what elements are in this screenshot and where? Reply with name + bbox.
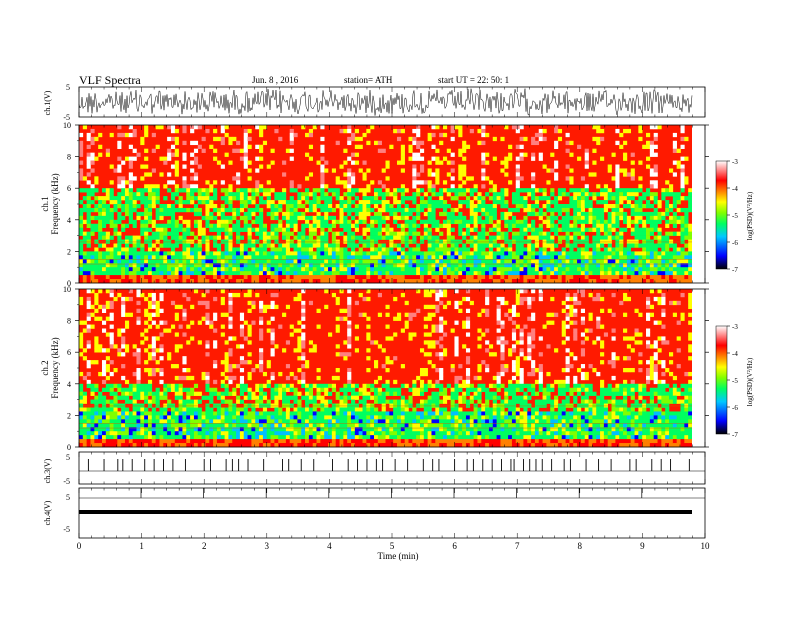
x-tick-label: 7 [515, 541, 520, 551]
ch3-ytick-bottom: -5 [63, 477, 70, 486]
ch3-ytick-top: 5 [66, 453, 70, 462]
x-tick-label: 1 [139, 541, 144, 551]
colorbar-tick-label: -4 [732, 350, 738, 358]
x-tick-label: 8 [578, 541, 583, 551]
ch4-ylabel: ch.4(V) [43, 500, 52, 525]
x-tick-label: 2 [202, 541, 207, 551]
header-station: station= ATH [344, 75, 393, 85]
ch4-waveform-panel: 5 -5 ch.4(V) [43, 488, 705, 538]
colorbar-tick-label: -4 [732, 185, 738, 193]
ch1-spectrogram-image [79, 125, 705, 283]
colorbar-tick-label: -6 [732, 404, 738, 412]
ch3-ylabel: ch.3(V) [43, 458, 52, 483]
ch1-ytick-top: 5 [66, 83, 70, 92]
x-tick-label: 4 [327, 541, 332, 551]
colorbar-tick-label: -6 [732, 239, 738, 247]
colorbar-tick-label: -7 [732, 431, 738, 439]
spectrogram-ytick-label: 8 [67, 317, 71, 326]
spectrogram-ytick-label: 6 [67, 184, 71, 193]
x-tick-label: 5 [390, 541, 395, 551]
header-date: Jun. 8 , 2016 [252, 75, 299, 85]
header-start-time: start UT = 22: 50: 1 [438, 75, 509, 85]
ch4-markers [141, 488, 642, 498]
ch2-spectrogram-image [79, 289, 705, 447]
spectrogram-ytick-label: 2 [67, 247, 71, 256]
ch2-colorbar-label: log(PSD)(V²/Hz) [746, 357, 754, 406]
ch1-spec-ylabel-channel: ch.1 [40, 196, 50, 211]
x-axis-label: Time (min) [378, 551, 419, 561]
colorbar-tick-label: -3 [732, 323, 738, 331]
x-tick-label: 6 [452, 541, 457, 551]
ch2-spectrogram-panel: 0 2 4 6 8 10 ch.2 Frequency (kHz) -3 -4 -5 -6 -7 … [40, 285, 754, 452]
spectrogram-ytick-label: 6 [67, 348, 71, 357]
ch1-colorbar: -3 -4 -5 -6 -7 log(PSD)(V²/Hz) [716, 158, 754, 274]
ch1-waveform-line [79, 89, 692, 116]
colorbar-tick-label: -5 [732, 377, 738, 385]
colorbar-tick-label: -5 [732, 212, 738, 220]
spectrogram-ytick-label: 8 [67, 153, 71, 162]
ch1-spec-ylabel-frequency: Frequency (kHz) [50, 173, 60, 234]
x-tick-label: 10 [701, 541, 711, 551]
spectrogram-ytick-label: 2 [67, 411, 71, 420]
colorbar-tick-label: -3 [732, 158, 738, 166]
ch2-spec-ylabel-channel: ch.2 [40, 360, 50, 375]
spectrogram-ytick-label: 4 [67, 380, 71, 389]
ch3-waveform-panel: 5 -5 ch.3(V) [43, 452, 705, 486]
figure-title: VLF Spectra [79, 73, 141, 87]
ch1-colorbar-label: log(PSD)(V²/Hz) [746, 191, 754, 240]
ch2-colorbar: -3 -4 -5 -6 -7 log(PSD)(V²/Hz) [716, 323, 754, 439]
ch1-waveform-ylabel: ch.1(V) [43, 90, 52, 115]
ch3-spikes [88, 459, 689, 471]
ch4-ytick-top: 5 [66, 493, 70, 502]
x-tick-label: 9 [640, 541, 645, 551]
spectrogram-ytick-label: 4 [67, 216, 71, 225]
ch2-spec-ylabel-frequency: Frequency (kHz) [50, 337, 60, 398]
spectrogram-ytick-label: 10 [63, 121, 71, 130]
x-tick-label: 3 [265, 541, 270, 551]
x-tick-label: 0 [77, 541, 82, 551]
colorbar-tick-label: -7 [732, 266, 738, 274]
spectrogram-ytick-label: 0 [67, 443, 71, 452]
spectrogram-ytick-label: 10 [63, 285, 71, 294]
ch4-ytick-bottom: -5 [63, 525, 70, 534]
ch1-waveform-panel: 5 -5 ch.1(V) [43, 83, 705, 122]
